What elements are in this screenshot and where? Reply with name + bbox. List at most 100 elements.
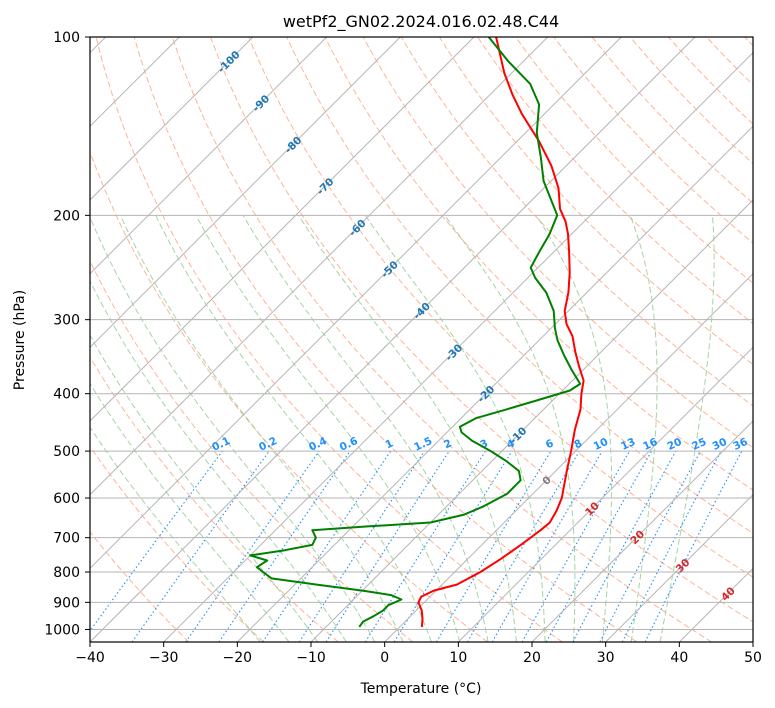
profile-lines [249, 37, 585, 628]
background-lines [90, 37, 753, 642]
temperature-line [417, 37, 585, 627]
mixing-ratio-line [185, 450, 320, 642]
mixing-ratio-line [90, 450, 223, 632]
dry-adiabat [668, 37, 753, 125]
chart-title: wetPf2_GN02.2024.016.02.48.C44 [283, 12, 559, 32]
dry-adiabat [90, 259, 414, 642]
moist-adiabat [119, 215, 404, 642]
mixing-ratio-label: 13 [619, 436, 637, 453]
isotherm-label: 40 [719, 585, 738, 604]
x-tick-label: 40 [670, 650, 688, 666]
isotherm [90, 37, 696, 642]
isotherm [678, 567, 753, 642]
x-axis-title: Temperature (°C) [360, 681, 482, 697]
dry-adiabat [248, 37, 753, 578]
mixing-ratio-label: 16 [641, 436, 659, 453]
isotherm [90, 37, 475, 422]
moist-adiabat [659, 215, 715, 642]
x-tick-label: 20 [523, 650, 541, 666]
mixing-ratio-line [599, 450, 701, 642]
isotherm [90, 37, 328, 275]
x-tick-label: −40 [75, 650, 105, 666]
mixing-ratio-label: 20 [665, 436, 683, 453]
moist-adiabat [629, 215, 658, 642]
moist-adiabat [90, 426, 261, 642]
mixing-ratio-line [262, 450, 392, 642]
x-tick-label: 0 [380, 650, 389, 666]
isotherm [90, 37, 622, 570]
y-axis-title: Pressure (hPa) [12, 290, 28, 390]
isotherm [310, 199, 753, 642]
moist-adiabat [195, 215, 461, 642]
mixing-ratio-line [545, 450, 653, 642]
isotherm-label: 0 [540, 474, 554, 488]
dry-adiabat [90, 356, 339, 642]
mixing-ratio-label: 36 [731, 436, 749, 453]
isotherm [236, 125, 753, 642]
isotherm [90, 37, 401, 349]
moist-adiabat [444, 215, 576, 642]
dry-adiabat [90, 150, 488, 642]
dry-adiabat [210, 37, 753, 623]
mixing-ratio-line [644, 450, 743, 642]
mixing-ratio-line [435, 450, 552, 642]
isotherm [384, 272, 753, 642]
x-axis: −40 −30 −20 −10 0 10 20 30 40 50 [75, 642, 762, 666]
isotherm-label: 10 [583, 500, 602, 519]
y-tick-label: 700 [53, 531, 80, 547]
dry-adiabat [515, 37, 753, 284]
isotherm-label: -70 [315, 176, 337, 198]
isotherm [163, 51, 753, 642]
dry-adiabat [438, 37, 753, 366]
isotherm-label: -20 [475, 383, 497, 405]
y-tick-label: 400 [53, 387, 80, 403]
x-tick-label: 30 [597, 650, 615, 666]
moist-adiabat [155, 215, 432, 642]
mixing-ratio-label: 8 [572, 437, 584, 451]
isotherm [457, 346, 753, 642]
moist-adiabat [90, 334, 319, 642]
moist-adiabat [535, 215, 613, 642]
isotherm-label: -60 [347, 217, 369, 239]
moist-adiabat [90, 215, 376, 642]
mixing-ratio-label: 25 [690, 436, 708, 453]
isotherm-label: -80 [283, 134, 305, 156]
dry-adiabat [95, 37, 563, 642]
dry-adiabat [133, 37, 638, 642]
isotherm [605, 493, 753, 642]
mixing-ratio-label: 4 [505, 437, 517, 451]
x-tick-label: 50 [744, 650, 762, 666]
y-axis: 100 200 300 400 500 600 700 800 900 1000 [44, 30, 90, 638]
mixing-ratio-line [131, 450, 270, 642]
y-tick-label: 100 [53, 30, 80, 46]
mixing-ratio-label: 30 [711, 436, 729, 453]
mixing-ratio-line [218, 450, 351, 642]
moist-adiabat [298, 215, 517, 642]
y-tick-label: 200 [53, 208, 80, 224]
y-tick-label: 800 [53, 565, 80, 581]
isotherm [90, 37, 549, 496]
plot-frame [89, 36, 754, 643]
mixing-ratio-label: 3 [478, 437, 490, 451]
mixing-ratio-label: 2 [442, 437, 454, 451]
y-tick-label: 500 [53, 444, 80, 460]
isotherm-label: -50 [379, 259, 401, 281]
x-tick-label: −10 [296, 650, 326, 666]
isotherm-label: -90 [250, 93, 272, 115]
dry-adiabat [90, 445, 264, 642]
mixing-ratio-line [572, 450, 677, 642]
moist-adiabat [364, 215, 546, 642]
mixing-ratio-line [298, 450, 425, 642]
dewpoint-line [249, 37, 582, 628]
dry-adiabat [477, 37, 753, 325]
isotherm [531, 420, 753, 642]
isotherm [90, 37, 254, 201]
y-tick-label: 300 [53, 313, 80, 329]
y-tick-label: 900 [53, 595, 80, 611]
x-tick-label: 10 [449, 650, 467, 666]
dry-adiabat [90, 531, 190, 642]
x-tick-label: −20 [223, 650, 253, 666]
mixing-ratio-line [325, 450, 450, 642]
dry-adiabat [553, 37, 753, 244]
